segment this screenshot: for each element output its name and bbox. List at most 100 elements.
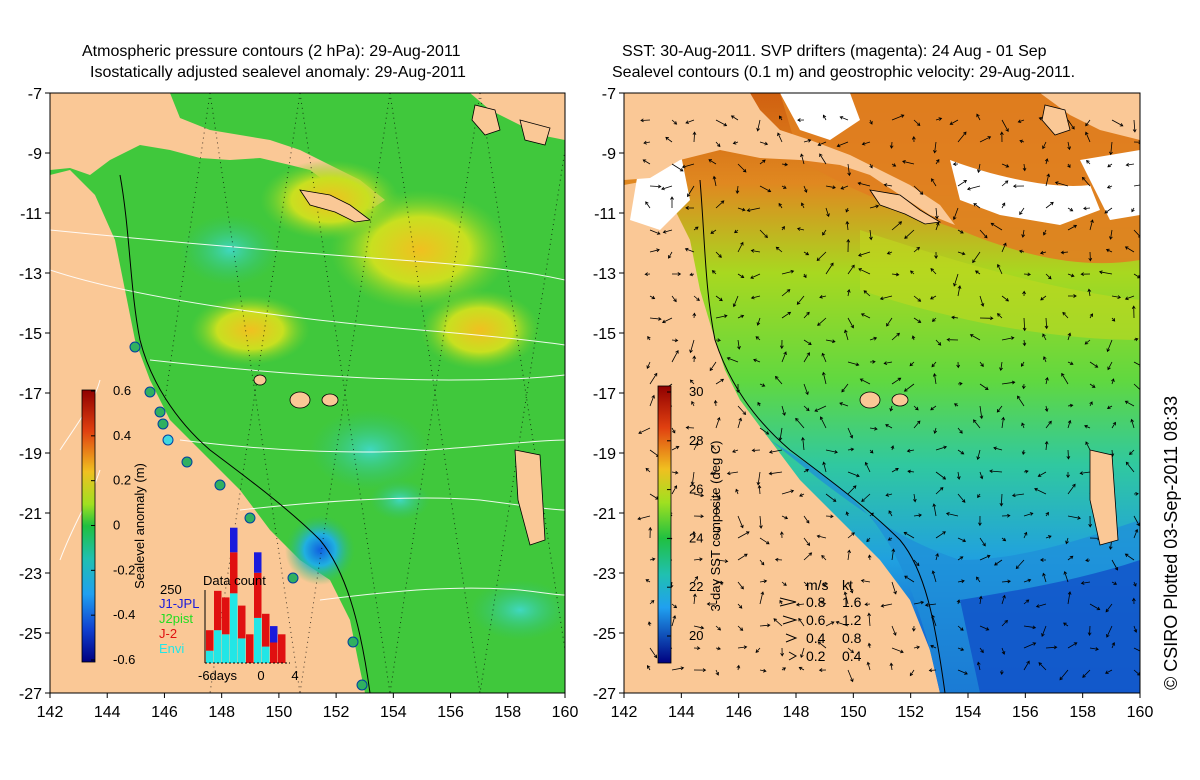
velocity-arrow bbox=[1067, 555, 1074, 561]
velocity-arrow bbox=[781, 581, 787, 586]
velocity-arrow bbox=[693, 442, 699, 451]
velocity-arrow bbox=[863, 290, 871, 297]
velocity-arrow bbox=[1107, 163, 1113, 168]
sst-colorbar-label: 3-day SST composite (deg C) bbox=[708, 441, 723, 612]
velocity-arrow bbox=[781, 351, 787, 363]
velocity-arrow bbox=[1088, 515, 1093, 528]
velocity-arrow bbox=[759, 383, 766, 387]
velocity-arrow bbox=[1043, 229, 1047, 236]
velocity-arrow bbox=[888, 510, 893, 517]
velocity-arrow bbox=[750, 249, 761, 253]
velocity-arrow bbox=[1011, 493, 1025, 498]
velocity-arrow bbox=[803, 515, 810, 524]
velocity-arrow bbox=[715, 338, 721, 343]
velocity-arrow bbox=[913, 246, 920, 253]
velocity-arrow bbox=[883, 183, 893, 187]
velocity-arrow bbox=[1067, 273, 1075, 278]
velocity-arrow bbox=[1012, 184, 1025, 189]
velocity-arrow bbox=[891, 272, 900, 277]
velocity-arrow bbox=[957, 647, 965, 651]
velocity-arrow bbox=[773, 618, 783, 627]
velocity-arrow bbox=[1081, 176, 1091, 187]
velocity-arrow bbox=[1045, 376, 1049, 385]
velocity-arrow bbox=[818, 668, 827, 672]
velocity-arrow bbox=[817, 641, 827, 649]
velocity-arrow bbox=[1001, 295, 1010, 302]
velocity-arrow bbox=[931, 570, 937, 583]
velocity-arrow bbox=[777, 132, 783, 143]
right-lon-axis: 142 144 146 148 150 152 154 156 158 160 bbox=[611, 693, 1153, 721]
velocity-arrow bbox=[1133, 515, 1140, 527]
velocity-arrow bbox=[737, 645, 748, 650]
velocity-arrow bbox=[693, 295, 700, 302]
velocity-arrow bbox=[891, 548, 896, 561]
velocity-arrow bbox=[642, 159, 651, 165]
velocity-legend-ms: 0.8 bbox=[806, 594, 826, 610]
velocity-arrow bbox=[736, 664, 741, 671]
velocity-arrow bbox=[1019, 207, 1025, 216]
lon-tick-label: 142 bbox=[611, 704, 638, 721]
velocity-arrow bbox=[1015, 559, 1025, 570]
velocity-arrow bbox=[935, 553, 939, 561]
velocity-arrow bbox=[859, 378, 871, 385]
velocity-arrow bbox=[710, 229, 717, 234]
velocity-arrow bbox=[972, 251, 981, 264]
velocity-arrow bbox=[857, 181, 871, 187]
velocity-arrow bbox=[956, 471, 961, 480]
velocity-arrow bbox=[737, 207, 746, 212]
colorbar-tick-label: 28 bbox=[689, 433, 703, 448]
copyright-plotted: © CSIRO Plotted 03-Sep-2011 08:33 bbox=[1161, 395, 1181, 690]
velocity-arrow bbox=[864, 461, 871, 473]
velocity-arrow bbox=[956, 599, 961, 605]
velocity-arrow bbox=[946, 337, 959, 342]
velocity-arrow bbox=[1044, 405, 1049, 412]
lon-tick-label: 158 bbox=[1069, 704, 1096, 721]
velocity-arrow bbox=[825, 514, 834, 519]
velocity-arrow bbox=[711, 270, 717, 275]
velocity-legend-kt-header: kt bbox=[842, 577, 853, 593]
colorbar-tick-label: -0.4 bbox=[113, 607, 135, 622]
velocity-arrow bbox=[1130, 418, 1135, 429]
velocity-arrow bbox=[966, 185, 981, 191]
velocity-arrow bbox=[890, 445, 895, 451]
velocity-arrow bbox=[821, 352, 827, 363]
colorbar-tick-label: 0.2 bbox=[113, 473, 131, 488]
lat-tick-label: -27 bbox=[19, 686, 42, 703]
velocity-arrow bbox=[1089, 401, 1093, 407]
velocity-arrow bbox=[1001, 594, 1006, 605]
velocity-arrow bbox=[885, 424, 893, 429]
lon-tick-label: 148 bbox=[208, 704, 235, 721]
velocity-arrow bbox=[996, 405, 1003, 413]
velocity-arrow bbox=[803, 138, 812, 143]
velocity-arrow bbox=[759, 427, 770, 435]
velocity-arrow bbox=[979, 625, 990, 631]
velocity-arrow bbox=[1001, 336, 1015, 341]
velocity-arrow bbox=[973, 419, 981, 429]
velocity-arrow bbox=[931, 317, 937, 322]
velocity-arrow bbox=[845, 207, 850, 213]
velocity-arrow bbox=[1022, 339, 1027, 347]
lon-tick-label: 142 bbox=[37, 704, 64, 721]
velocity-arrow bbox=[1045, 645, 1058, 650]
lon-tick-label: 150 bbox=[266, 704, 293, 721]
velocity-arrow bbox=[945, 512, 959, 517]
velocity-arrow bbox=[779, 599, 783, 605]
velocity-arrow bbox=[644, 272, 651, 277]
lat-tick-label: -15 bbox=[593, 326, 616, 343]
velocity-arrow bbox=[737, 273, 745, 279]
velocity-arrow bbox=[781, 667, 787, 671]
velocity-arrow bbox=[913, 317, 922, 323]
velocity-arrow bbox=[1124, 553, 1135, 561]
velocity-arrow bbox=[891, 332, 900, 341]
velocity-arrow bbox=[778, 202, 783, 209]
velocity-arrow bbox=[891, 581, 897, 595]
velocity-arrow bbox=[835, 620, 849, 627]
velocity-arrow bbox=[755, 336, 761, 341]
velocity-arrow bbox=[866, 537, 871, 543]
velocity-arrow bbox=[1111, 421, 1116, 429]
lon-tick-label: 160 bbox=[552, 704, 579, 721]
histogram-legend-j-2: J-2 bbox=[159, 626, 177, 641]
velocity-arrow bbox=[1041, 625, 1047, 637]
colorbar-tick-label: 0.4 bbox=[113, 428, 131, 443]
